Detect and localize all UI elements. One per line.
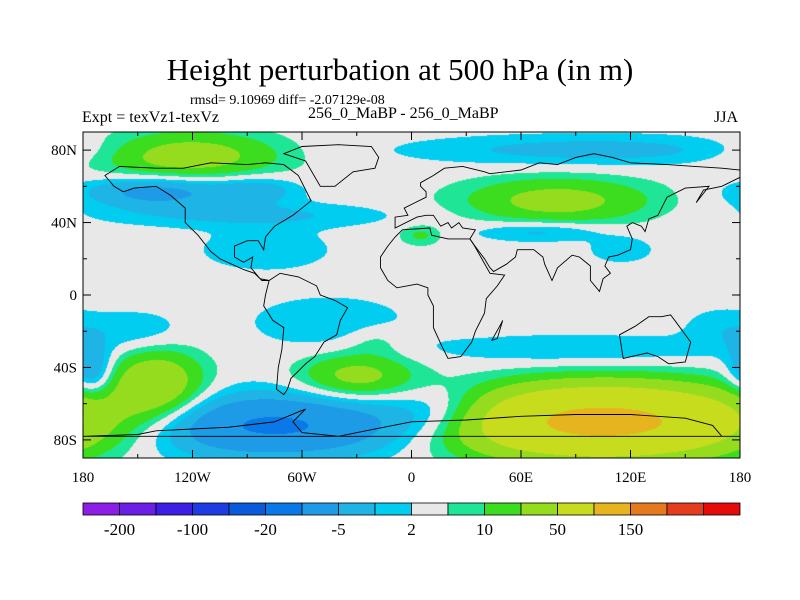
x-tick-label-3: 0 (408, 470, 416, 486)
continent-outlines (82, 144, 741, 437)
colorbar-box-10 (447, 502, 485, 516)
x-tick-label-6: 180 (729, 470, 752, 486)
continent-outline-2 (282, 144, 380, 187)
stats-text: rmsd= 9.10969 diff= -2.07129e-08 (190, 93, 385, 108)
colorbar-box-14 (593, 502, 631, 516)
continent-outline-5 (619, 314, 692, 365)
continent-outline-0 (104, 162, 312, 281)
colorbar-box-5 (265, 502, 303, 516)
case-label: 256_0_MaBP - 256_0_MaBP (308, 105, 499, 122)
colorbar-box-12 (520, 502, 558, 516)
colorbar-label-1: -100 (177, 520, 208, 539)
colorbar-box-1 (119, 502, 157, 516)
colorbar-box-3 (192, 502, 230, 516)
x-tick-label-2: 60W (287, 470, 317, 486)
season-label: JJA (713, 109, 738, 126)
colorbar-box-0 (82, 502, 120, 516)
colorbar-box-11 (484, 502, 522, 516)
x-tick-label-1: 120W (174, 470, 212, 486)
x-tick-label-0: 180 (72, 470, 95, 486)
colorbar: -200 -100 -20 -5 2 10 50 150 (82, 502, 741, 539)
colorbar-box-16 (666, 502, 704, 516)
continent-outline-4 (380, 227, 506, 359)
colorbar-box-6 (301, 502, 339, 516)
colorbar-box-7 (338, 502, 376, 516)
y-tick-label-3: 40S (54, 360, 77, 376)
colorbar-box-2 (155, 502, 193, 516)
colorbar-label-0: -200 (104, 520, 135, 539)
continent-outline-1 (263, 272, 349, 396)
colorbar-box-8 (374, 502, 412, 516)
x-tick-label-4: 60E (509, 470, 533, 486)
colorbar-box-17 (703, 502, 741, 516)
colorbar-box-15 (630, 502, 668, 516)
colorbar-box-4 (228, 502, 266, 516)
experiment-label: Expt = texVz1-texVz (82, 109, 219, 126)
colorbar-box-13 (557, 502, 595, 516)
axis-ticks: 180 120W 60W 0 60E 120E 180 80N 40N 0 40S 80S (51, 132, 751, 486)
field-raster (83, 132, 740, 458)
colorbar-label-4: 2 (407, 520, 416, 539)
y-tick-label-4: 80S (54, 433, 77, 449)
filled-contour-field (83, 132, 740, 458)
colorbar-label-2: -20 (254, 520, 277, 539)
continent-outline-3 (394, 153, 741, 293)
colorbar-box-9 (411, 502, 449, 516)
y-tick-label-2: 0 (70, 288, 78, 304)
continent-outline-7 (82, 408, 740, 437)
colorbar-label-6: 50 (549, 520, 566, 539)
continent-outline-6 (490, 320, 504, 342)
y-tick-label-1: 40N (51, 216, 77, 232)
chart-title: Height perturbation at 500 hPa (in m) (166, 52, 634, 87)
x-tick-label-5: 120E (615, 470, 647, 486)
colorbar-label-5: 10 (476, 520, 493, 539)
colorbar-label-7: 150 (618, 520, 644, 539)
y-tick-label-0: 80N (51, 143, 77, 159)
colorbar-label-3: -5 (331, 520, 345, 539)
